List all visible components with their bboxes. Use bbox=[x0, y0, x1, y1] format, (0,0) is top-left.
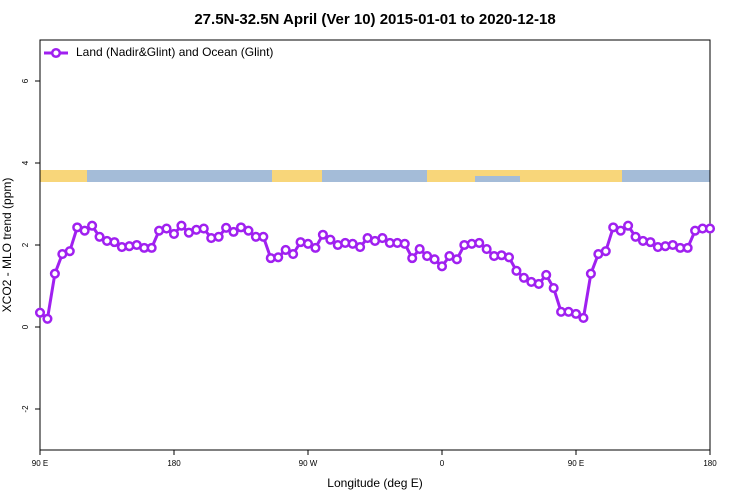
data-point bbox=[288, 248, 299, 260]
data-point bbox=[518, 272, 529, 283]
chart-title: 27.5N-32.5N April (Ver 10) 2015-01-01 to… bbox=[194, 11, 555, 28]
data-point bbox=[146, 242, 157, 253]
data-point bbox=[407, 253, 418, 264]
data-point bbox=[481, 244, 492, 255]
legend-marker bbox=[50, 47, 62, 59]
data-point bbox=[645, 237, 656, 248]
data-point bbox=[243, 225, 254, 236]
x-tick-label: 90 E bbox=[32, 459, 48, 468]
y-tick-label: 2 bbox=[21, 242, 30, 247]
data-point bbox=[429, 254, 440, 265]
data-point bbox=[34, 307, 46, 318]
data-point bbox=[578, 312, 589, 324]
data-point bbox=[377, 232, 388, 244]
data-point bbox=[682, 242, 693, 253]
data-point bbox=[302, 238, 314, 249]
data-point bbox=[79, 225, 90, 236]
y-tick-label: 0 bbox=[21, 324, 30, 329]
data-point bbox=[548, 283, 559, 294]
x-tick-label: 90 W bbox=[299, 459, 318, 468]
data-point bbox=[474, 237, 485, 248]
y-tick-label: 4 bbox=[21, 160, 30, 165]
x-axis-label: Longitude (deg E) bbox=[327, 476, 422, 490]
data-point bbox=[585, 268, 596, 279]
data-point bbox=[310, 242, 321, 253]
data-point bbox=[280, 244, 291, 255]
data-point bbox=[198, 223, 209, 234]
data-point bbox=[64, 246, 75, 257]
y-tick-label: 6 bbox=[21, 78, 30, 83]
data-point bbox=[541, 269, 552, 280]
data-point bbox=[704, 223, 716, 234]
data-point bbox=[42, 313, 53, 324]
data-point bbox=[570, 308, 582, 319]
data-point bbox=[630, 231, 641, 242]
x-tick-label: 180 bbox=[703, 459, 717, 468]
data-point bbox=[87, 220, 98, 231]
data-point bbox=[533, 278, 544, 290]
data-point bbox=[615, 225, 626, 236]
data-point bbox=[228, 226, 239, 237]
data-point bbox=[399, 238, 410, 249]
data-point bbox=[503, 252, 515, 263]
y-tick-label: -2 bbox=[21, 405, 30, 413]
data-point bbox=[414, 244, 425, 255]
data-point bbox=[94, 231, 105, 242]
land-ocean-strip bbox=[40, 170, 710, 182]
x-tick-label: 180 bbox=[167, 459, 181, 468]
data-point bbox=[109, 237, 120, 248]
x-tick-label: 90 E bbox=[568, 459, 584, 468]
y-axis-label: XCO2 - MLO trend (ppm) bbox=[0, 178, 14, 313]
data-point bbox=[273, 252, 284, 263]
legend-label: Land (Nadir&Glint) and Ocean (Glint) bbox=[76, 45, 273, 59]
data-point bbox=[168, 228, 180, 239]
data-point bbox=[600, 246, 611, 257]
data-point bbox=[623, 220, 634, 231]
x-tick-label: 0 bbox=[440, 459, 445, 468]
data-point bbox=[436, 261, 448, 272]
data-point bbox=[258, 231, 269, 242]
data-point bbox=[325, 234, 336, 245]
data-point bbox=[176, 220, 187, 231]
data-point bbox=[49, 268, 60, 279]
data-point bbox=[161, 223, 172, 234]
data-point bbox=[451, 254, 462, 265]
data-point bbox=[355, 242, 366, 253]
data-point bbox=[221, 222, 232, 233]
data-point bbox=[317, 229, 328, 240]
data-point bbox=[213, 231, 224, 242]
data-point bbox=[511, 265, 522, 276]
